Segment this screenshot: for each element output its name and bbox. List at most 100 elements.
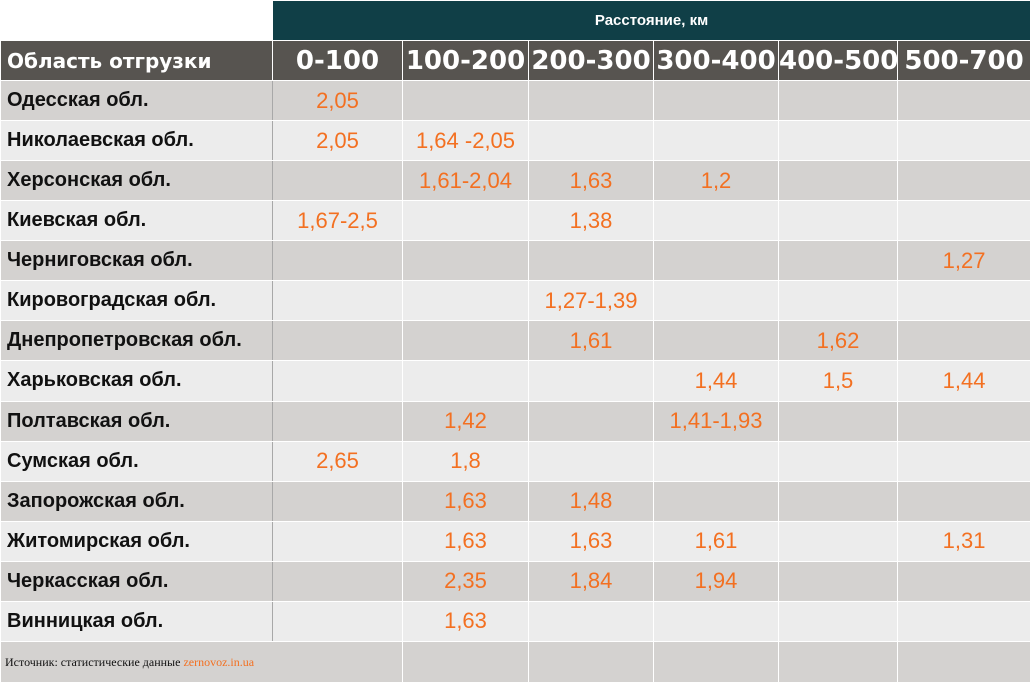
rate-cell [272, 320, 403, 362]
table-row: Кировоградская обл. 1,27-1,39 [0, 280, 1030, 322]
rate-cell [896, 280, 1030, 322]
rate-cell: 1,61 [528, 320, 654, 362]
rate-cell [896, 120, 1030, 162]
rate-cell [778, 520, 898, 562]
rate-cell [896, 600, 1030, 643]
corner-cell [0, 0, 273, 41]
table-row: Киевская обл. 1,67-2,5 1,38 [0, 200, 1030, 242]
region-name: Николаевская обл. [0, 120, 273, 162]
table-row: Николаевская обл. 2,05 1,64 -2,05 [0, 120, 1030, 162]
rate-cell: 1,41-1,93 [653, 400, 779, 442]
table-row: Одесская обл. 2,05 [0, 79, 1030, 122]
rate-cell: 1,63 [402, 600, 529, 643]
table-row: Харьковская обл. 1,44 1,5 1,44 [0, 360, 1030, 402]
rate-cell [528, 400, 654, 442]
rate-cell [778, 240, 898, 282]
rate-cell: 1,67-2,5 [272, 200, 403, 242]
region-name: Харьковская обл. [0, 360, 273, 402]
footer-cell [896, 641, 1030, 683]
range-header: 500-700 [896, 40, 1030, 81]
rate-cell [778, 600, 898, 643]
footer-cell [528, 641, 654, 683]
rate-cell [402, 360, 529, 402]
rate-cell: 1,5 [778, 360, 898, 402]
region-name: Киевская обл. [0, 200, 273, 242]
rate-cell: 1,63 [402, 520, 529, 562]
rate-cell [528, 600, 654, 643]
rate-cell [528, 240, 654, 282]
table-row: Полтавская обл. 1,42 1,41-1,93 [0, 400, 1030, 442]
region-name: Херсонская обл. [0, 160, 273, 202]
rate-cell [528, 440, 654, 482]
rate-cell [402, 200, 529, 242]
rate-cell: 1,38 [528, 200, 654, 242]
source-link[interactable]: zernovoz.in.ua [183, 654, 255, 669]
rate-cell: 1,61-2,04 [402, 160, 529, 202]
region-name: Одесская обл. [0, 79, 273, 122]
range-header: 0-100 [272, 40, 403, 81]
rate-cell [896, 400, 1030, 442]
rate-cell: 1,63 [402, 480, 529, 522]
rate-cell [272, 560, 403, 602]
rate-cell [272, 280, 403, 322]
rate-cell: 1,27-1,39 [528, 280, 654, 322]
rate-cell: 1,48 [528, 480, 654, 522]
source-label: Источник: статистические данные [5, 654, 181, 669]
rate-cell [402, 79, 529, 122]
table-row: Винницкая обл. 1,63 [0, 600, 1030, 643]
region-name: Черниговская обл. [0, 240, 273, 282]
rate-cell [778, 160, 898, 202]
rate-cell [653, 280, 779, 322]
table-row: Сумская обл. 2,65 1,8 [0, 440, 1030, 482]
rate-cell: 2,65 [272, 440, 403, 482]
rate-cell: 1,8 [402, 440, 529, 482]
column-header-row: Область отгрузки 0-100 100-200 200-300 3… [0, 40, 1030, 81]
rate-cell [778, 79, 898, 122]
rate-cell: 1,27 [896, 240, 1030, 282]
rate-cell: 1,64 -2,05 [402, 120, 529, 162]
source-row: Источник: статистические данные zernovoz… [0, 641, 1030, 683]
table-row: Житомирская обл. 1,63 1,63 1,61 1,31 [0, 520, 1030, 562]
rate-cell [272, 600, 403, 643]
table-row: Запорожская обл. 1,63 1,48 [0, 480, 1030, 522]
distance-title: Расстояние, км [271, 0, 1030, 41]
rate-cell: 1,63 [528, 160, 654, 202]
rate-cell: 1,94 [653, 560, 779, 602]
rate-cell [778, 400, 898, 442]
rate-cell [653, 200, 779, 242]
rate-cell [653, 240, 779, 282]
rate-cell [653, 120, 779, 162]
table-row: Черкасская обл. 2,35 1,84 1,94 [0, 560, 1030, 602]
region-name: Днепропетровская обл. [0, 320, 273, 362]
rate-cell [778, 440, 898, 482]
range-header: 400-500 [778, 40, 898, 81]
range-header: 100-200 [402, 40, 529, 81]
source-note: Источник: статистические данные zernovoz… [0, 641, 403, 683]
rate-cell: 1,62 [778, 320, 898, 362]
rate-cell [896, 560, 1030, 602]
region-name: Житомирская обл. [0, 520, 273, 562]
rate-cell: 2,05 [272, 120, 403, 162]
region-name: Полтавская обл. [0, 400, 273, 442]
rate-cell [896, 200, 1030, 242]
rate-cell: 1,2 [653, 160, 779, 202]
region-name: Черкасская обл. [0, 560, 273, 602]
rate-cell: 1,31 [896, 520, 1030, 562]
rate-cell: 1,84 [528, 560, 654, 602]
region-name: Винницкая обл. [0, 600, 273, 643]
rate-cell [528, 360, 654, 402]
table-row: Днепропетровская обл. 1,61 1,62 [0, 320, 1030, 362]
table-body: Одесская обл. 2,05 Николаевская обл. 2,05 1,… [0, 79, 1030, 643]
rate-cell [528, 120, 654, 162]
footer-cell [402, 641, 529, 683]
region-name: Сумская обл. [0, 440, 273, 482]
rate-cell [778, 200, 898, 242]
rate-cell [778, 560, 898, 602]
rate-cell [896, 480, 1030, 522]
rate-cell: 2,05 [272, 79, 403, 122]
region-name: Кировоградская обл. [0, 280, 273, 322]
rate-cell [778, 120, 898, 162]
rate-cell: 1,44 [896, 360, 1030, 402]
rate-cell [528, 79, 654, 122]
